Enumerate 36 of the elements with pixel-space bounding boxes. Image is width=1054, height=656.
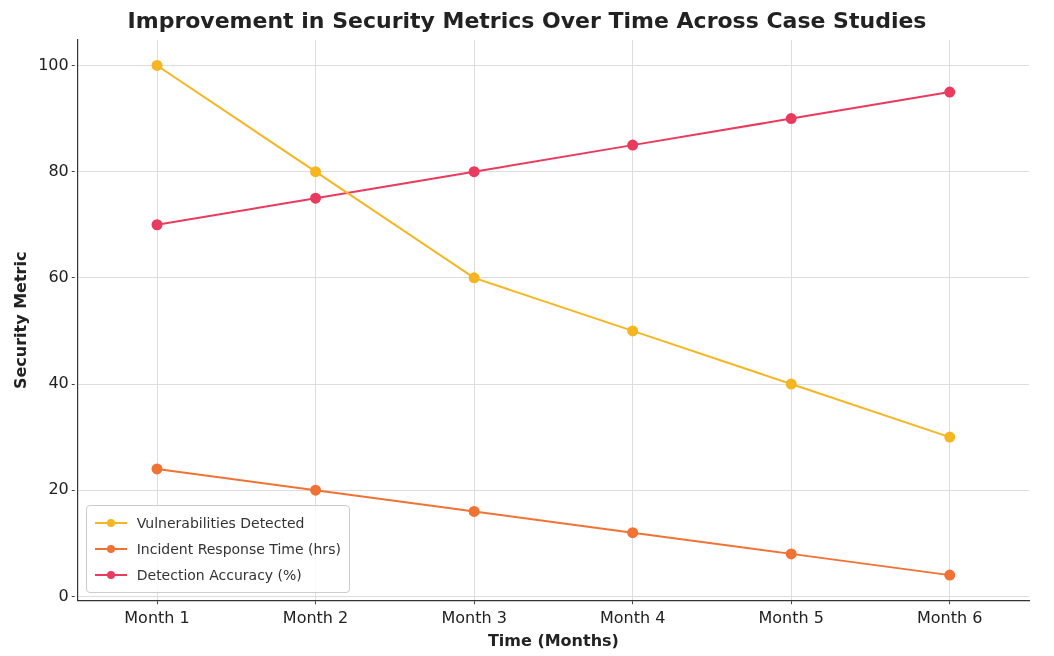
- point: [785, 113, 797, 125]
- point: [310, 484, 322, 496]
- legend-label: Incident Response Time (hrs): [136, 540, 341, 557]
- chart-title: Improvement in Security Metrics Over Time Across Case Studies: [126, 8, 928, 33]
- y-tick-label: 80: [48, 160, 69, 180]
- point: [627, 325, 639, 337]
- point: [151, 59, 163, 71]
- point: [944, 86, 956, 98]
- x-axis-title: Time (Months): [487, 630, 619, 650]
- y-tick-label: 0: [58, 585, 69, 605]
- point: [310, 192, 322, 204]
- x-tick-label: Month 5: [758, 608, 824, 628]
- point: [944, 431, 956, 443]
- y-tick-label: 40: [48, 373, 69, 393]
- point: [468, 505, 480, 517]
- point: [468, 272, 480, 284]
- point: [310, 166, 322, 178]
- point: [468, 166, 480, 178]
- y-tick-label: 100: [38, 54, 69, 74]
- point: [944, 569, 956, 581]
- x-tick-label: Month 3: [441, 608, 507, 628]
- point: [785, 378, 797, 390]
- legend-label: Detection Accuracy (%): [136, 566, 302, 583]
- point: [151, 219, 163, 231]
- y-tick-label: 60: [48, 266, 69, 286]
- point: [627, 527, 639, 539]
- x-tick-label: Month 4: [599, 608, 666, 628]
- x-tick-label: Month 6: [917, 608, 983, 628]
- legend-label: Vulnerabilities Detected: [136, 514, 305, 531]
- point: [627, 139, 639, 151]
- point: [785, 548, 797, 560]
- x-tick-label: Month 2: [282, 608, 349, 628]
- x-tick-label: Month 1: [124, 608, 190, 628]
- y-tick-label: 20: [48, 479, 69, 499]
- y-axis-title: Security Metric: [10, 251, 30, 390]
- point: [151, 463, 163, 475]
